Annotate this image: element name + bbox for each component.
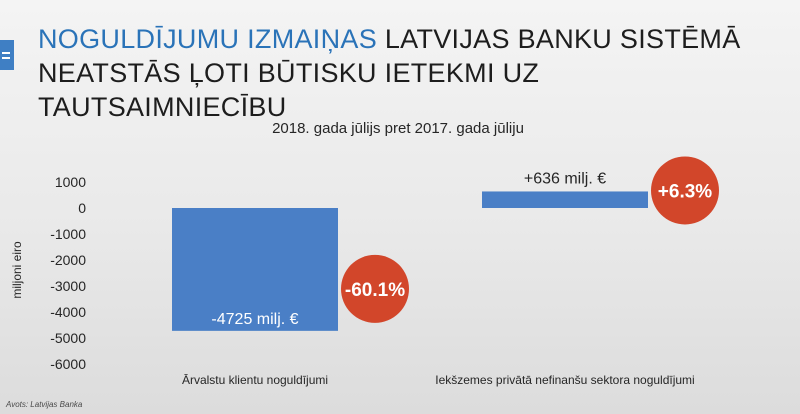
headline-line-2: NEATSTĀS ĻOTI BŪTISKU IETEKMI UZ TAUTSAI… (38, 58, 540, 122)
y-tick-label-1: 0 (78, 200, 86, 216)
y-axis-ticks: 1000 0 -1000 -2000 -3000 -4000 -5000 -6000 (50, 174, 86, 372)
y-tick-label-5: -4000 (50, 304, 86, 320)
data-label-1: +636 milj. € (524, 170, 606, 187)
percent-label-1: +6.3% (658, 181, 713, 202)
headline-accent: NOGULDĪJUMU IZMAIŅAS (38, 24, 378, 54)
headline-line-1-rest: LATVIJAS BANKU SISTĒMĀ (377, 24, 741, 54)
percent-badge-1 (651, 156, 719, 225)
y-tick-label-2: -1000 (50, 226, 86, 242)
bars: -4725 milj. € +636 milj. € (172, 170, 648, 331)
y-tick-label-3: -2000 (50, 252, 86, 268)
bar-1 (482, 191, 648, 208)
percent-badge-0 (341, 254, 409, 323)
chart-title: 2018. gada jūlijs pret 2017. gada jūliju (272, 120, 524, 137)
category-label-0: Ārvalstu klientu noguldījumi (182, 373, 328, 387)
y-tick-label-4: -3000 (50, 278, 86, 294)
menu-tab-icon[interactable] (0, 40, 14, 70)
y-tick-label-6: -5000 (50, 330, 86, 346)
y-tick-label-0: 1000 (55, 174, 86, 190)
category-label-1: Iekšzemes privātā nefinanšu sektora nogu… (435, 373, 694, 387)
headline-line-1: NOGULDĪJUMU IZMAIŅAS LATVIJAS BANKU SIST… (38, 22, 788, 56)
y-axis-label: miljoni eiro (10, 241, 24, 299)
category-labels: Ārvalstu klientu noguldījumi Iekšzemes pr… (182, 373, 695, 387)
percent-badges: -60.1% +6.3% (341, 156, 719, 323)
bar-0 (172, 208, 338, 331)
y-tick-label-7: -6000 (50, 356, 86, 372)
headline: NOGULDĪJUMU IZMAIŅAS LATVIJAS BANKU SIST… (38, 22, 788, 124)
percent-label-0: -60.1% (345, 280, 405, 301)
source-note: Avots: Latvijas Banka (6, 400, 83, 409)
data-label-0: -4725 milj. € (211, 311, 298, 328)
